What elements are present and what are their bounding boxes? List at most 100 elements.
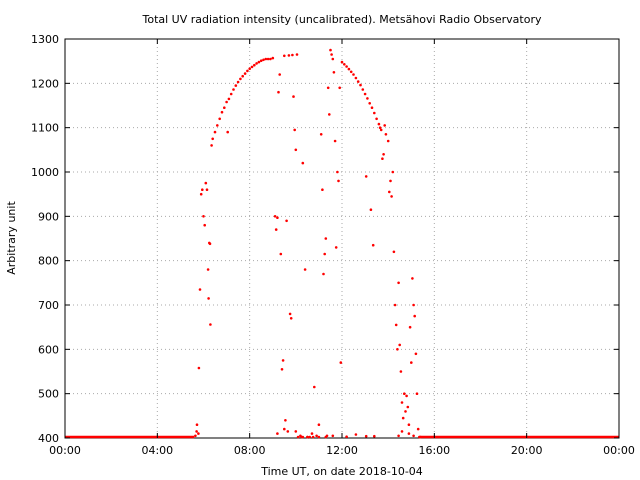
data-point	[246, 69, 249, 73]
data-point	[250, 65, 254, 69]
x-tick-label: 04:00	[141, 444, 173, 457]
data-point	[255, 62, 258, 65]
data-point	[398, 343, 402, 347]
data-point	[384, 133, 388, 136]
data-point	[381, 157, 384, 160]
data-point	[363, 92, 367, 96]
data-point	[404, 410, 407, 413]
data-point	[210, 144, 213, 147]
data-point	[204, 181, 208, 185]
data-point	[401, 416, 405, 420]
data-point	[321, 188, 324, 191]
data-point	[392, 250, 396, 254]
data-point	[301, 161, 305, 165]
data-point	[197, 432, 200, 435]
data-point	[373, 434, 376, 438]
data-point	[333, 139, 337, 143]
data-point	[294, 148, 298, 152]
data-point	[229, 92, 233, 96]
data-point	[383, 124, 387, 127]
data-point	[194, 434, 197, 438]
y-tick-label: 400	[38, 432, 59, 445]
data-point	[359, 83, 362, 87]
data-point	[331, 434, 335, 438]
data-point	[283, 54, 286, 58]
data-point	[198, 288, 202, 291]
data-point	[203, 223, 206, 227]
data-point	[393, 303, 397, 307]
data-point	[236, 80, 240, 84]
data-point	[264, 57, 268, 61]
data-point	[390, 195, 393, 198]
data-point	[289, 317, 293, 320]
data-point	[287, 54, 291, 57]
data-point	[285, 219, 288, 223]
grid	[64, 38, 620, 439]
x-tick-label: 08:00	[234, 444, 266, 457]
axis-ticks: 00:00 04:00 08:00 12:00 16:00 20:00 00:0040050…	[31, 33, 635, 457]
data-point	[337, 179, 340, 183]
data-point	[317, 435, 321, 439]
data-point	[364, 175, 368, 178]
data-point	[343, 63, 346, 66]
data-points	[65, 48, 619, 439]
data-point	[278, 73, 282, 76]
data-point	[195, 430, 198, 433]
x-tick-label: 00:00	[49, 444, 81, 457]
data-point	[274, 228, 278, 231]
data-point	[414, 352, 418, 356]
data-point	[329, 48, 332, 52]
data-point	[345, 435, 348, 439]
data-point	[339, 361, 343, 364]
data-point	[397, 281, 400, 285]
x-tick-label: 20:00	[511, 444, 543, 457]
data-point	[412, 303, 415, 307]
data-point	[352, 73, 355, 76]
data-point	[377, 122, 381, 126]
data-point	[296, 435, 300, 439]
data-point	[206, 268, 210, 271]
data-point	[389, 179, 392, 183]
x-tick-label: 00:00	[603, 444, 635, 457]
data-point	[406, 405, 410, 409]
data-point	[208, 242, 212, 246]
data-point	[411, 277, 414, 280]
y-tick-label: 900	[38, 210, 59, 223]
data-point	[295, 53, 299, 56]
y-tick-label: 600	[38, 343, 59, 356]
data-point	[349, 70, 353, 74]
data-point	[303, 268, 307, 271]
y-tick-label: 500	[38, 388, 59, 401]
data-point	[207, 297, 210, 300]
data-point	[373, 111, 376, 115]
data-point	[345, 65, 348, 68]
x-tick-label: 16:00	[418, 444, 450, 457]
data-point	[227, 97, 231, 101]
data-point	[330, 53, 333, 56]
x-tick-label: 12:00	[326, 444, 358, 457]
data-point	[308, 435, 312, 439]
data-point	[324, 435, 328, 439]
data-point	[361, 88, 365, 91]
data-point	[408, 325, 412, 329]
data-point	[294, 430, 298, 433]
data-point	[225, 100, 228, 104]
y-tick-label: 1300	[31, 33, 59, 46]
data-point	[379, 128, 383, 132]
data-point	[405, 394, 408, 398]
data-point	[253, 63, 256, 67]
data-point	[218, 117, 221, 121]
data-point	[223, 106, 226, 109]
data-point	[279, 252, 283, 256]
data-point	[259, 59, 263, 62]
data-point	[201, 188, 204, 191]
data-point	[226, 130, 229, 134]
y-tick-label: 1000	[31, 166, 59, 179]
data-point	[262, 58, 265, 62]
data-point	[396, 348, 399, 351]
data-point	[412, 434, 415, 438]
data-point	[273, 215, 277, 218]
data-point	[220, 110, 224, 114]
data-point	[311, 435, 315, 439]
data-point	[315, 434, 318, 438]
